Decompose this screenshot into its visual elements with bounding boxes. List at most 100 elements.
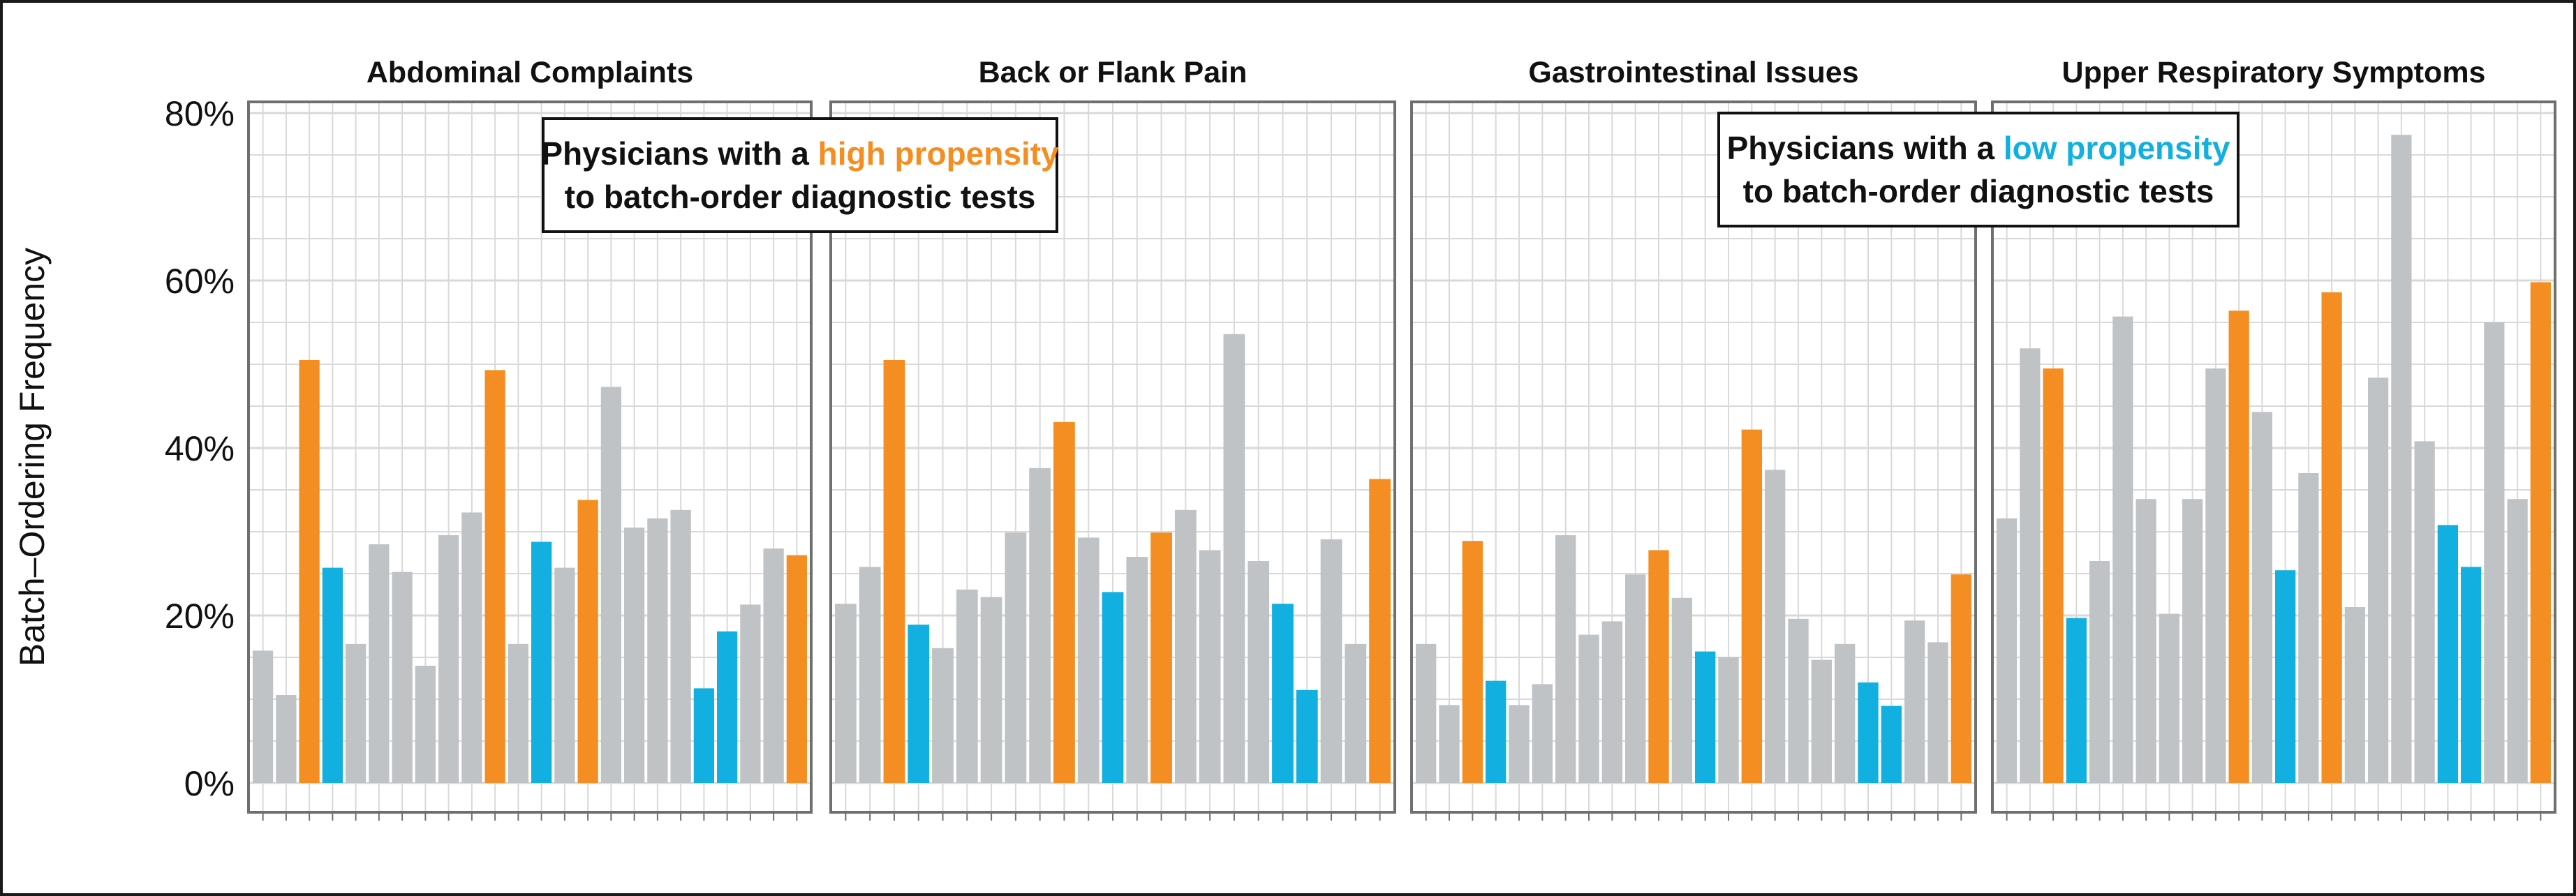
- bar-2-12: [1102, 592, 1124, 783]
- bar-3-6: [1532, 684, 1553, 783]
- bar-4-5: [2089, 561, 2110, 783]
- bar-4-3: [2043, 368, 2064, 783]
- bar-1-20: [693, 688, 714, 783]
- annotation-box-2: Physicians with a low propensity to batch…: [1717, 112, 2240, 227]
- bar-2-2: [859, 567, 881, 783]
- bar-3-18: [1811, 659, 1832, 783]
- bar-1-17: [624, 528, 645, 783]
- y-tick-label: 40%: [165, 429, 235, 468]
- bar-2-8: [1005, 532, 1027, 783]
- bar-3-9: [1601, 621, 1622, 783]
- annotation-line-2: to batch-order diagnostic tests: [565, 179, 1036, 215]
- panel-frame: [1991, 100, 2556, 814]
- bar-2-6: [956, 589, 978, 783]
- bar-1-13: [531, 542, 552, 783]
- bar-2-20: [1296, 689, 1318, 783]
- bar-4-20: [2437, 525, 2458, 783]
- bar-2-21: [1320, 539, 1342, 783]
- bar-4-1: [1997, 518, 2018, 783]
- bar-1-18: [647, 518, 668, 783]
- bar-3-15: [1741, 429, 1762, 783]
- bar-2-7: [980, 597, 1002, 783]
- bar-4-23: [2507, 499, 2528, 783]
- bar-2-17: [1223, 334, 1245, 783]
- annotation-box-1: Physicians with a high propensity to batc…: [541, 117, 1059, 233]
- y-axis-label: Batch–Ordering Frequency: [13, 248, 52, 666]
- annotation-frame: [542, 117, 1058, 233]
- bar-2-18: [1248, 561, 1270, 783]
- panel-title: Upper Respiratory Symptoms: [2062, 56, 2486, 89]
- panel-frame: [829, 100, 1396, 814]
- bar-1-10: [461, 512, 482, 783]
- bar-1-8: [415, 666, 436, 783]
- bar-2-4: [908, 625, 930, 783]
- bar-4-19: [2414, 441, 2435, 783]
- bar-1-14: [554, 567, 575, 783]
- bar-3-7: [1555, 535, 1576, 783]
- bar-2-16: [1199, 550, 1221, 783]
- bar-3-4: [1486, 680, 1507, 783]
- bar-1-6: [369, 544, 390, 783]
- annotation-layer: Physicians with a high propensity to batc…: [541, 112, 2240, 233]
- bar-2-9: [1029, 468, 1051, 783]
- annotation-line-1: Physicians with a high propensity: [541, 135, 1059, 172]
- panel-titles: Abdominal Complaints Back or Flank Pain Ga…: [367, 56, 2486, 89]
- bar-4-17: [2368, 378, 2389, 783]
- bar-1-22: [740, 604, 761, 783]
- bar-2-19: [1272, 604, 1294, 783]
- bar-3-19: [1835, 643, 1856, 783]
- bar-1-7: [392, 572, 413, 783]
- bar-2-5: [932, 648, 954, 783]
- annotation-frame: [1717, 112, 2240, 227]
- bar-4-7: [2135, 499, 2156, 783]
- bar-2-11: [1077, 537, 1100, 783]
- bar-2-1: [835, 604, 857, 783]
- bar-1-5: [346, 643, 367, 783]
- annotation-highlight: high propensity: [818, 135, 1059, 172]
- bar-1-9: [438, 535, 459, 783]
- bar-2-23: [1369, 479, 1391, 783]
- bar-1-23: [763, 548, 784, 783]
- panel-frame: [247, 100, 813, 814]
- bar-4-2: [2020, 348, 2041, 783]
- y-tick-label: 60%: [165, 262, 235, 301]
- bar-layer: [253, 135, 2551, 784]
- panel-title: Abdominal Complaints: [367, 56, 693, 89]
- bar-3-12: [1671, 597, 1692, 783]
- bar-3-20: [1858, 682, 1879, 783]
- bar-4-4: [2066, 618, 2087, 783]
- bar-3-1: [1416, 643, 1437, 783]
- bar-4-21: [2461, 567, 2482, 783]
- bar-2-14: [1150, 532, 1172, 783]
- bar-3-11: [1648, 550, 1669, 783]
- bar-3-2: [1439, 705, 1460, 783]
- bar-1-3: [299, 360, 320, 783]
- bar-4-14: [2298, 473, 2319, 783]
- bar-2-3: [883, 360, 905, 783]
- y-tick-label: 80%: [165, 94, 235, 133]
- bar-1-15: [577, 500, 598, 783]
- bar-4-8: [2159, 613, 2179, 783]
- bar-3-5: [1509, 705, 1530, 783]
- bar-3-24: [1950, 574, 1971, 783]
- bar-3-10: [1625, 574, 1646, 783]
- bar-2-22: [1345, 643, 1367, 783]
- y-tick-label: 0%: [184, 764, 235, 803]
- bar-3-16: [1765, 470, 1786, 783]
- y-tick-label: 20%: [165, 597, 235, 636]
- annotation-line-1: Physicians with a low propensity: [1727, 130, 2230, 166]
- annotation-line-2: to batch-order diagnostic tests: [1743, 173, 2214, 209]
- bar-1-21: [717, 631, 738, 783]
- annotation-highlight: low propensity: [2004, 130, 2230, 166]
- bar-1-4: [322, 567, 343, 783]
- bar-3-14: [1718, 657, 1739, 783]
- bar-3-17: [1788, 618, 1809, 783]
- bar-1-2: [276, 695, 297, 783]
- bar-3-22: [1904, 620, 1925, 783]
- panel-frame: [1410, 100, 1977, 814]
- bar-4-9: [2182, 499, 2203, 783]
- bar-4-22: [2484, 322, 2505, 783]
- annotation-prefix: Physicians with a: [541, 135, 817, 172]
